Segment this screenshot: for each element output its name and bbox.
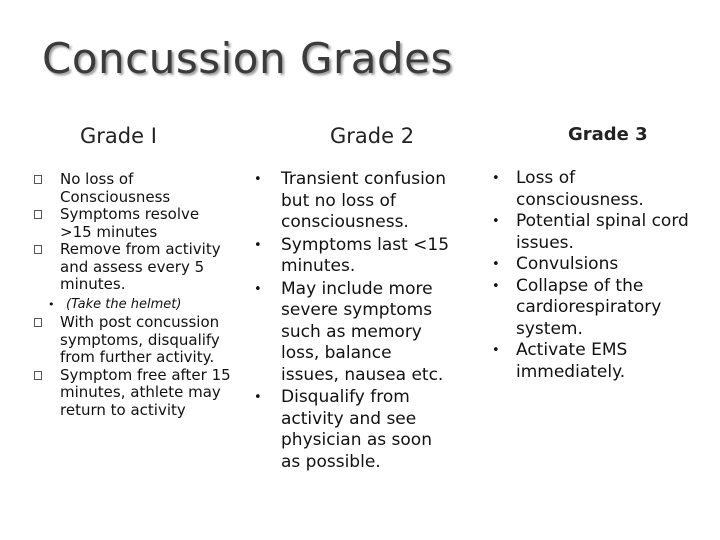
- list-item: • Convulsions: [492, 254, 619, 274]
- bullet-icon: •: [492, 214, 500, 229]
- bullet-icon: •: [492, 278, 500, 294]
- list-item: • Potential spinal cord issues.: [492, 211, 689, 253]
- bullet-icon: •: [254, 237, 262, 253]
- list-item: • Loss of consciousness.: [492, 168, 644, 210]
- bullet-icon: •: [492, 257, 500, 272]
- list-item: • Disqualify from activity and see physic…: [254, 387, 432, 472]
- grade-1-heading: Grade I: [80, 124, 157, 148]
- sub-list-item: • (Take the helmet): [48, 296, 182, 312]
- slide-title: Concussion Grades: [42, 34, 453, 83]
- list-item: With post concussion symptoms, disqualif…: [34, 313, 234, 367]
- square-bullet-icon: [34, 210, 42, 219]
- grade-2-list: • Transient confusion but no loss of cons…: [250, 169, 450, 474]
- grade-3-heading: Grade 3: [568, 124, 648, 145]
- list-item: Remove from activity and assess every 5 …: [34, 240, 234, 294]
- list-item: • Collapse of the cardiorespiratory syste…: [492, 275, 662, 339]
- bullet-icon: •: [254, 390, 262, 405]
- square-bullet-icon: [34, 175, 42, 184]
- bullet-icon: •: [254, 172, 262, 187]
- list-item: • Activate EMS immediately.: [492, 340, 628, 382]
- bullet-icon: •: [254, 281, 262, 297]
- list-item: Symptoms resolve >15 minutes: [34, 205, 234, 241]
- list-item: No loss of Consciousness: [34, 170, 234, 206]
- bullet-icon: •: [48, 297, 55, 311]
- square-bullet-icon: [34, 245, 42, 254]
- grade-3-list: • Loss of consciousness. • Potential spina…: [490, 168, 690, 383]
- square-bullet-icon: [34, 370, 42, 380]
- list-item: • Symptoms last <15 minutes.: [254, 234, 450, 277]
- square-bullet-icon: [34, 318, 42, 327]
- grade-2-heading: Grade 2: [330, 124, 415, 148]
- bullet-icon: •: [492, 343, 500, 358]
- list-item: • May include more severe symptoms such a…: [254, 278, 444, 385]
- grade-1-list: No loss of Consciousness Symptoms resolv…: [34, 170, 234, 420]
- list-item: • Transient confusion but no loss of cons…: [254, 169, 446, 232]
- bullet-icon: •: [492, 171, 500, 186]
- list-item: Symptom free after 15 minutes, athlete m…: [34, 366, 234, 420]
